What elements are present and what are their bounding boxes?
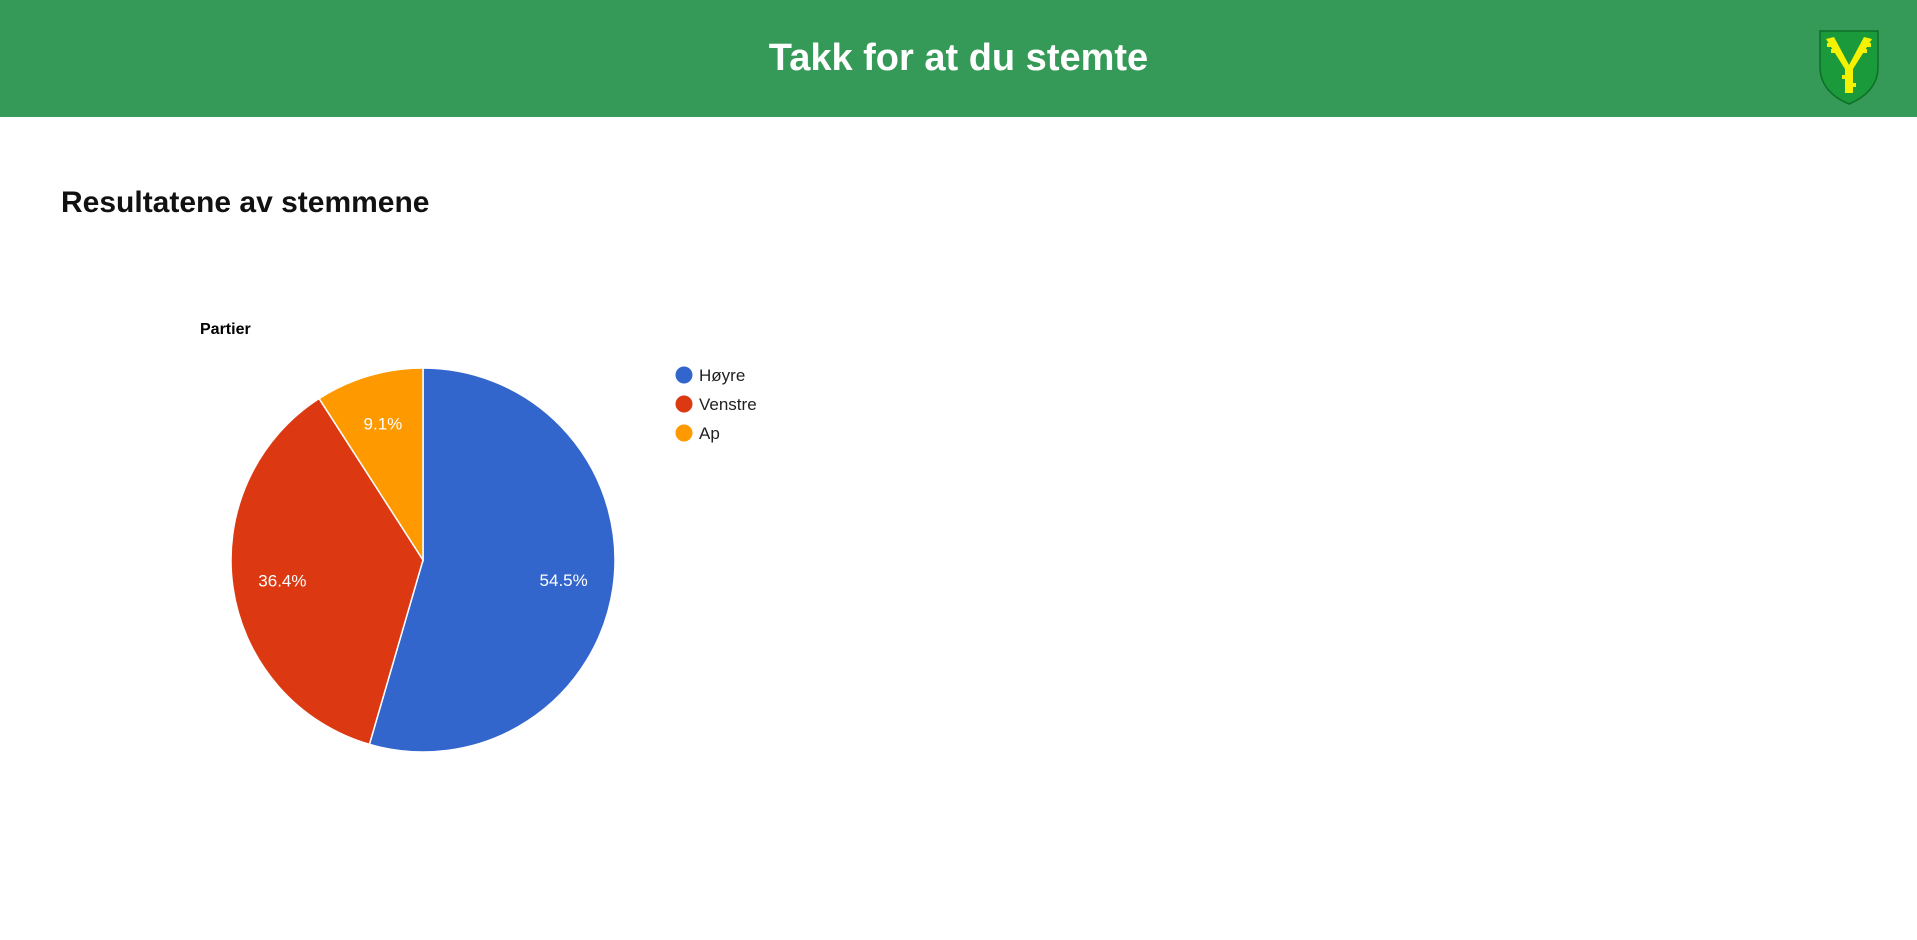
legend-label-venstre[interactable]: Venstre [699,395,757,414]
municipal-coat-of-arms-icon [1819,30,1879,105]
legend-marker-høyre[interactable] [675,366,693,384]
pie-slice-ap[interactable] [318,367,424,563]
slice-label-ap: 9.1% [364,415,403,434]
results-heading: Resultatene av stemmene [61,186,430,219]
pie-slice-høyre[interactable] [368,367,616,753]
legend-marker-venstre[interactable] [675,395,693,413]
pie-slice-venstre[interactable] [230,397,424,746]
chart-legend: Høyre Venstre Ap [675,366,757,443]
legend-label-ap[interactable]: Ap [699,424,720,443]
page-header: Takk for at du stemte [0,0,1917,117]
pie-slices [230,367,616,753]
page-title: Takk for at du stemte [768,37,1149,79]
pie-slice-labels: 54.5% 36.4% 9.1% [258,415,587,591]
chart-title: Partier [200,321,251,338]
slice-label-høyre: 54.5% [540,571,588,590]
legend-label-høyre[interactable]: Høyre [699,366,745,385]
legend-marker-ap[interactable] [675,424,693,442]
slice-label-venstre: 36.4% [258,571,306,590]
